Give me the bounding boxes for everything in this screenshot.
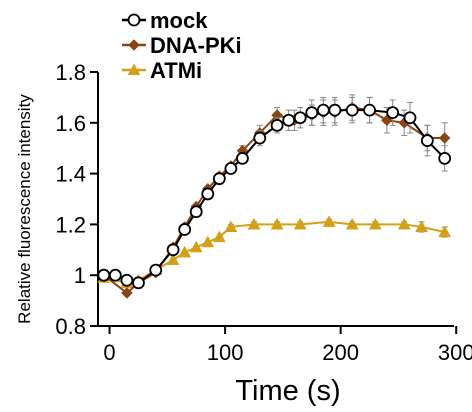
data-point: [247, 217, 261, 230]
data-point: [270, 217, 284, 230]
data-point: [253, 131, 267, 145]
data-point: [282, 113, 296, 127]
axes: 0.8 1 1.2 1.4 1.6 1.8 0 100 200 300: [55, 60, 472, 365]
data-point: [149, 263, 163, 277]
x-tick-label: 100: [207, 340, 244, 365]
legend-label: DNA-PKi: [150, 33, 242, 58]
data-point: [438, 151, 452, 165]
y-tick-label: 1.4: [55, 162, 86, 187]
legend-item-dna-pki: DNA-PKi: [122, 33, 242, 58]
legend-item-atmi: ATMi: [122, 58, 202, 83]
legend-marker: [128, 39, 140, 51]
data-point: [236, 151, 249, 165]
data-point: [293, 217, 307, 230]
data-point: [345, 103, 359, 117]
legend-marker: [127, 63, 141, 76]
series-atmi: [97, 215, 452, 288]
data-point: [224, 162, 238, 175]
data-point: [403, 111, 417, 125]
data-point: [121, 287, 133, 299]
y-tick-label: 1.6: [55, 111, 86, 136]
data-point: [397, 217, 411, 230]
data-point: [178, 245, 192, 258]
data-point: [328, 103, 342, 117]
series-mock: [97, 96, 452, 290]
data-point: [120, 273, 134, 287]
legend-label: ATMi: [150, 58, 202, 83]
data-point: [270, 118, 284, 132]
plot-area: [97, 94, 452, 299]
data-point: [415, 220, 428, 232]
data-point: [201, 235, 215, 248]
data-point: [386, 106, 400, 120]
data-point: [212, 230, 226, 243]
x-tick-label: 300: [438, 340, 472, 365]
data-point: [212, 172, 226, 186]
y-tick-label: 1.8: [55, 60, 86, 85]
series-line: [103, 109, 446, 284]
y-tick-label: 0.8: [55, 314, 86, 339]
y-tick-label: 1.2: [55, 212, 86, 237]
data-point: [166, 253, 180, 266]
y-axis-title: Relative fluorescence intensity: [15, 94, 34, 324]
data-point: [316, 103, 330, 117]
data-point: [420, 134, 434, 147]
x-axis-title: Time (s): [235, 375, 340, 407]
data-point: [178, 223, 192, 236]
data-point: [368, 217, 382, 230]
data-point: [201, 187, 215, 201]
data-point: [438, 132, 451, 144]
legend-marker: [127, 13, 141, 27]
data-point: [108, 268, 122, 282]
data-point: [132, 276, 145, 290]
x-tick-label: 0: [103, 340, 115, 365]
data-point: [293, 111, 307, 125]
legend-item-mock: mock: [122, 8, 208, 33]
data-point: [345, 217, 359, 230]
data-point: [322, 215, 336, 227]
data-point: [438, 225, 452, 238]
data-point: [97, 268, 111, 282]
data-point: [305, 106, 319, 120]
data-point: [166, 243, 180, 257]
data-point: [363, 103, 376, 117]
legend-label: mock: [150, 8, 208, 33]
y-tick-label: 1: [74, 263, 86, 288]
data-point: [224, 220, 238, 232]
data-point: [189, 240, 203, 253]
x-tick-label: 200: [322, 340, 359, 365]
data-point: [189, 205, 203, 219]
